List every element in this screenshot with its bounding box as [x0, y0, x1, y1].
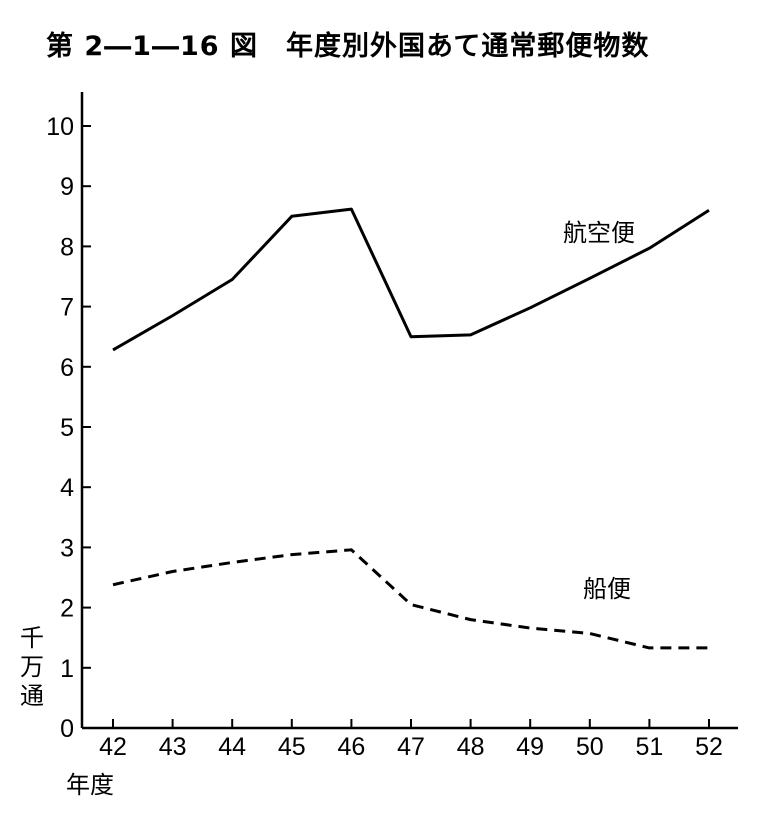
x-tick-label: 49: [516, 733, 544, 761]
x-tick-label: 51: [635, 733, 663, 761]
x-tick-label: 52: [695, 733, 723, 761]
chart-title: 第 2―1―16 図 年度別外国あて通常郵便物数: [46, 31, 650, 62]
series-line-surface: [112, 548, 709, 650]
x-tick-label: 42: [99, 733, 127, 761]
y-tick-label: 0: [60, 715, 74, 743]
y-tick-label: 2: [60, 595, 74, 623]
y-tick-label: 10: [46, 113, 74, 141]
y-tick-label: 4: [60, 474, 74, 502]
x-tick-label: 47: [397, 733, 425, 761]
series-line-airmail: [112, 207, 710, 352]
axes: [80, 92, 738, 730]
x-tick-label: 44: [218, 733, 246, 761]
x-tick-label: 50: [576, 733, 604, 761]
y-tick-label: 6: [60, 354, 74, 382]
y-axis-ticks: 0 1 2 3 4 5 6 7 8 9 10: [46, 113, 91, 743]
y-tick-label: 9: [60, 173, 74, 201]
x-axis-ticks: 42 43 44 45 46 47 48 49 50 51 52: [99, 719, 723, 761]
y-tick-label: 8: [60, 233, 74, 261]
x-axis-label: 年度: [66, 771, 114, 799]
series-lines: [112, 207, 710, 650]
series-label-surface: 船便: [583, 575, 631, 603]
x-tick-label: 48: [457, 733, 485, 761]
y-axis-label: 千万通: [20, 624, 44, 710]
y-tick-label: 5: [60, 414, 74, 442]
y-tick-label: 3: [60, 534, 74, 562]
x-tick-label: 45: [278, 733, 306, 761]
y-tick-label: 1: [60, 655, 74, 683]
y-tick-label: 7: [60, 294, 74, 322]
series-label-airmail: 航空便: [563, 219, 635, 247]
x-tick-label: 46: [337, 733, 365, 761]
x-tick-label: 43: [159, 733, 187, 761]
